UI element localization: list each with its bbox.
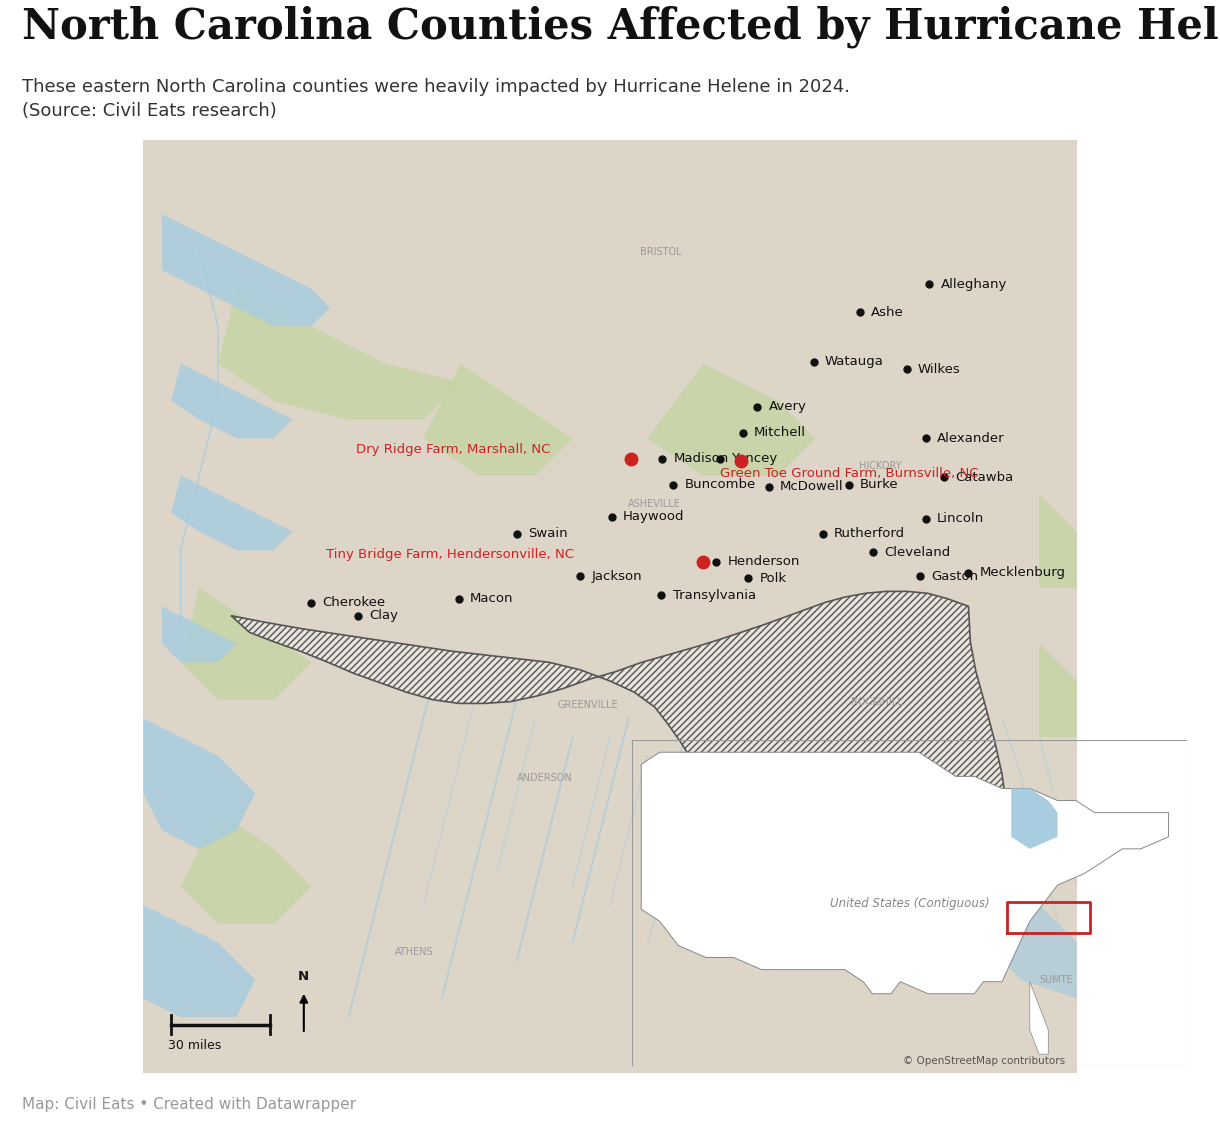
Text: Mitchell: Mitchell: [754, 427, 805, 439]
Polygon shape: [162, 214, 329, 326]
Polygon shape: [648, 364, 815, 476]
Text: United States (Contiguous): United States (Contiguous): [830, 897, 989, 909]
Text: © OpenStreetMap contributors: © OpenStreetMap contributors: [904, 1056, 1065, 1065]
Text: Green Toe Ground Farm, Burnsville, NC: Green Toe Ground Farm, Burnsville, NC: [720, 467, 978, 480]
Polygon shape: [143, 905, 255, 1017]
Polygon shape: [231, 591, 1005, 852]
Text: 30 miles: 30 miles: [167, 1040, 221, 1052]
Text: Jackson: Jackson: [592, 570, 642, 583]
Text: GREENVILLE: GREENVILLE: [558, 700, 617, 710]
Text: Alexander: Alexander: [937, 431, 1004, 445]
Bar: [632, 740, 1187, 1066]
Polygon shape: [162, 606, 237, 662]
Text: Wilkes: Wilkes: [919, 363, 961, 375]
Text: Tiny Bridge Farm, Hendersonville, NC: Tiny Bridge Farm, Hendersonville, NC: [326, 548, 575, 561]
Polygon shape: [965, 867, 1077, 999]
Polygon shape: [1039, 494, 1077, 588]
Text: Yancey: Yancey: [731, 452, 777, 466]
Text: Macon: Macon: [470, 593, 514, 605]
Text: Alleghany: Alleghany: [941, 278, 1006, 291]
Text: N: N: [298, 970, 310, 984]
Polygon shape: [143, 718, 255, 849]
Text: Cleveland: Cleveland: [884, 546, 950, 558]
Text: Gaston: Gaston: [931, 570, 978, 583]
Text: Haywood: Haywood: [623, 510, 684, 523]
Polygon shape: [218, 289, 461, 420]
Polygon shape: [642, 753, 1169, 994]
Polygon shape: [181, 812, 311, 923]
Text: Swain: Swain: [528, 527, 567, 540]
Text: North Carolina Counties Affected by Hurricane Helene, 2024: North Carolina Counties Affected by Hurr…: [22, 6, 1220, 48]
Text: Henderson: Henderson: [727, 555, 800, 569]
Text: Watauga: Watauga: [825, 356, 883, 368]
Text: HICKORY: HICKORY: [859, 461, 902, 471]
Text: Buncombe: Buncombe: [684, 478, 756, 492]
Polygon shape: [1011, 788, 1058, 849]
Polygon shape: [171, 364, 293, 438]
Text: Map: Civil Eats • Created with Datawrapper: Map: Civil Eats • Created with Datawrapp…: [22, 1097, 356, 1112]
Polygon shape: [1039, 644, 1077, 737]
Text: McDowell: McDowell: [780, 480, 843, 493]
Text: ANDERSON: ANDERSON: [517, 773, 572, 784]
Text: Burke: Burke: [860, 478, 899, 492]
Text: Polk: Polk: [759, 572, 787, 585]
Text: Madison: Madison: [673, 452, 728, 466]
Text: Mecklenburg: Mecklenburg: [980, 566, 1065, 579]
Text: Lincoln: Lincoln: [937, 513, 985, 525]
Polygon shape: [181, 588, 311, 700]
Text: BRISTOL: BRISTOL: [639, 247, 681, 256]
Polygon shape: [423, 364, 572, 476]
Text: These eastern North Carolina counties were heavily impacted by Hurricane Helene : These eastern North Carolina counties we…: [22, 78, 850, 120]
Text: COLUMBIA: COLUMBIA: [902, 969, 953, 979]
Text: Ashe: Ashe: [871, 305, 904, 319]
Polygon shape: [171, 476, 293, 550]
Text: ATHENS: ATHENS: [394, 947, 433, 956]
Text: Avery: Avery: [769, 400, 806, 413]
Polygon shape: [1030, 982, 1048, 1054]
Text: Catawba: Catawba: [955, 471, 1014, 484]
Text: ROCKIHILL: ROCKIHILL: [852, 697, 903, 707]
Text: Transylvania: Transylvania: [672, 589, 755, 602]
Text: Clay: Clay: [370, 609, 398, 622]
Text: Cherokee: Cherokee: [322, 596, 386, 609]
Text: Dry Ridge Farm, Marshall, NC: Dry Ridge Farm, Marshall, NC: [356, 443, 550, 456]
Text: ASHEVILLE: ASHEVILLE: [628, 499, 681, 509]
Text: SUMTE: SUMTE: [1039, 975, 1074, 985]
Text: Rutherford: Rutherford: [834, 527, 905, 540]
